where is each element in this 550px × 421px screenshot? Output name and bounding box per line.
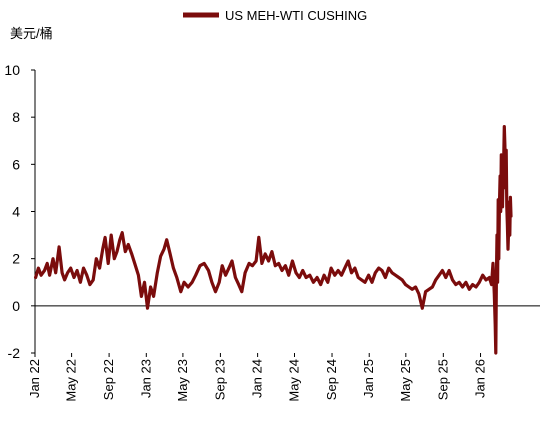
series-line-us-meh-wti-cushing xyxy=(34,125,513,355)
y-tick-label: 8 xyxy=(12,109,20,125)
legend: US MEH-WTI CUSHING xyxy=(183,8,367,23)
x-tick-label: May 24 xyxy=(287,359,302,402)
x-axis-ticks: Jan 22 May 22 Sep 22 Jan 23 May 23 Sep 23 Jan … xyxy=(27,353,488,402)
x-tick-label: Jan 23 xyxy=(138,359,153,398)
y-tick-label: 6 xyxy=(12,156,20,172)
x-tick-label: Jan 25 xyxy=(361,359,376,398)
unit-label: 美元/桶 xyxy=(10,26,53,41)
x-tick-label: May 25 xyxy=(398,359,413,402)
x-tick-label: Jan 22 xyxy=(27,359,42,398)
x-tick-label: Sep 25 xyxy=(435,359,450,400)
y-axis-ticks: -2 0 2 4 6 8 10 xyxy=(4,62,35,361)
y-tick-label: -2 xyxy=(8,345,21,361)
y-tick-label: 10 xyxy=(4,62,20,78)
x-tick-label: Sep 23 xyxy=(212,359,227,400)
y-tick-label: 4 xyxy=(12,204,20,220)
x-tick-label: Sep 22 xyxy=(101,359,116,400)
x-tick-label: Jan 26 xyxy=(473,359,488,398)
x-tick-label: May 23 xyxy=(175,359,190,402)
legend-label: US MEH-WTI CUSHING xyxy=(225,8,367,23)
x-tick-label: Sep 24 xyxy=(324,359,339,400)
x-tick-label: May 22 xyxy=(64,359,79,402)
y-tick-label: 2 xyxy=(12,251,20,267)
x-tick-label: Jan 24 xyxy=(250,359,265,398)
y-tick-label: 0 xyxy=(12,298,20,314)
